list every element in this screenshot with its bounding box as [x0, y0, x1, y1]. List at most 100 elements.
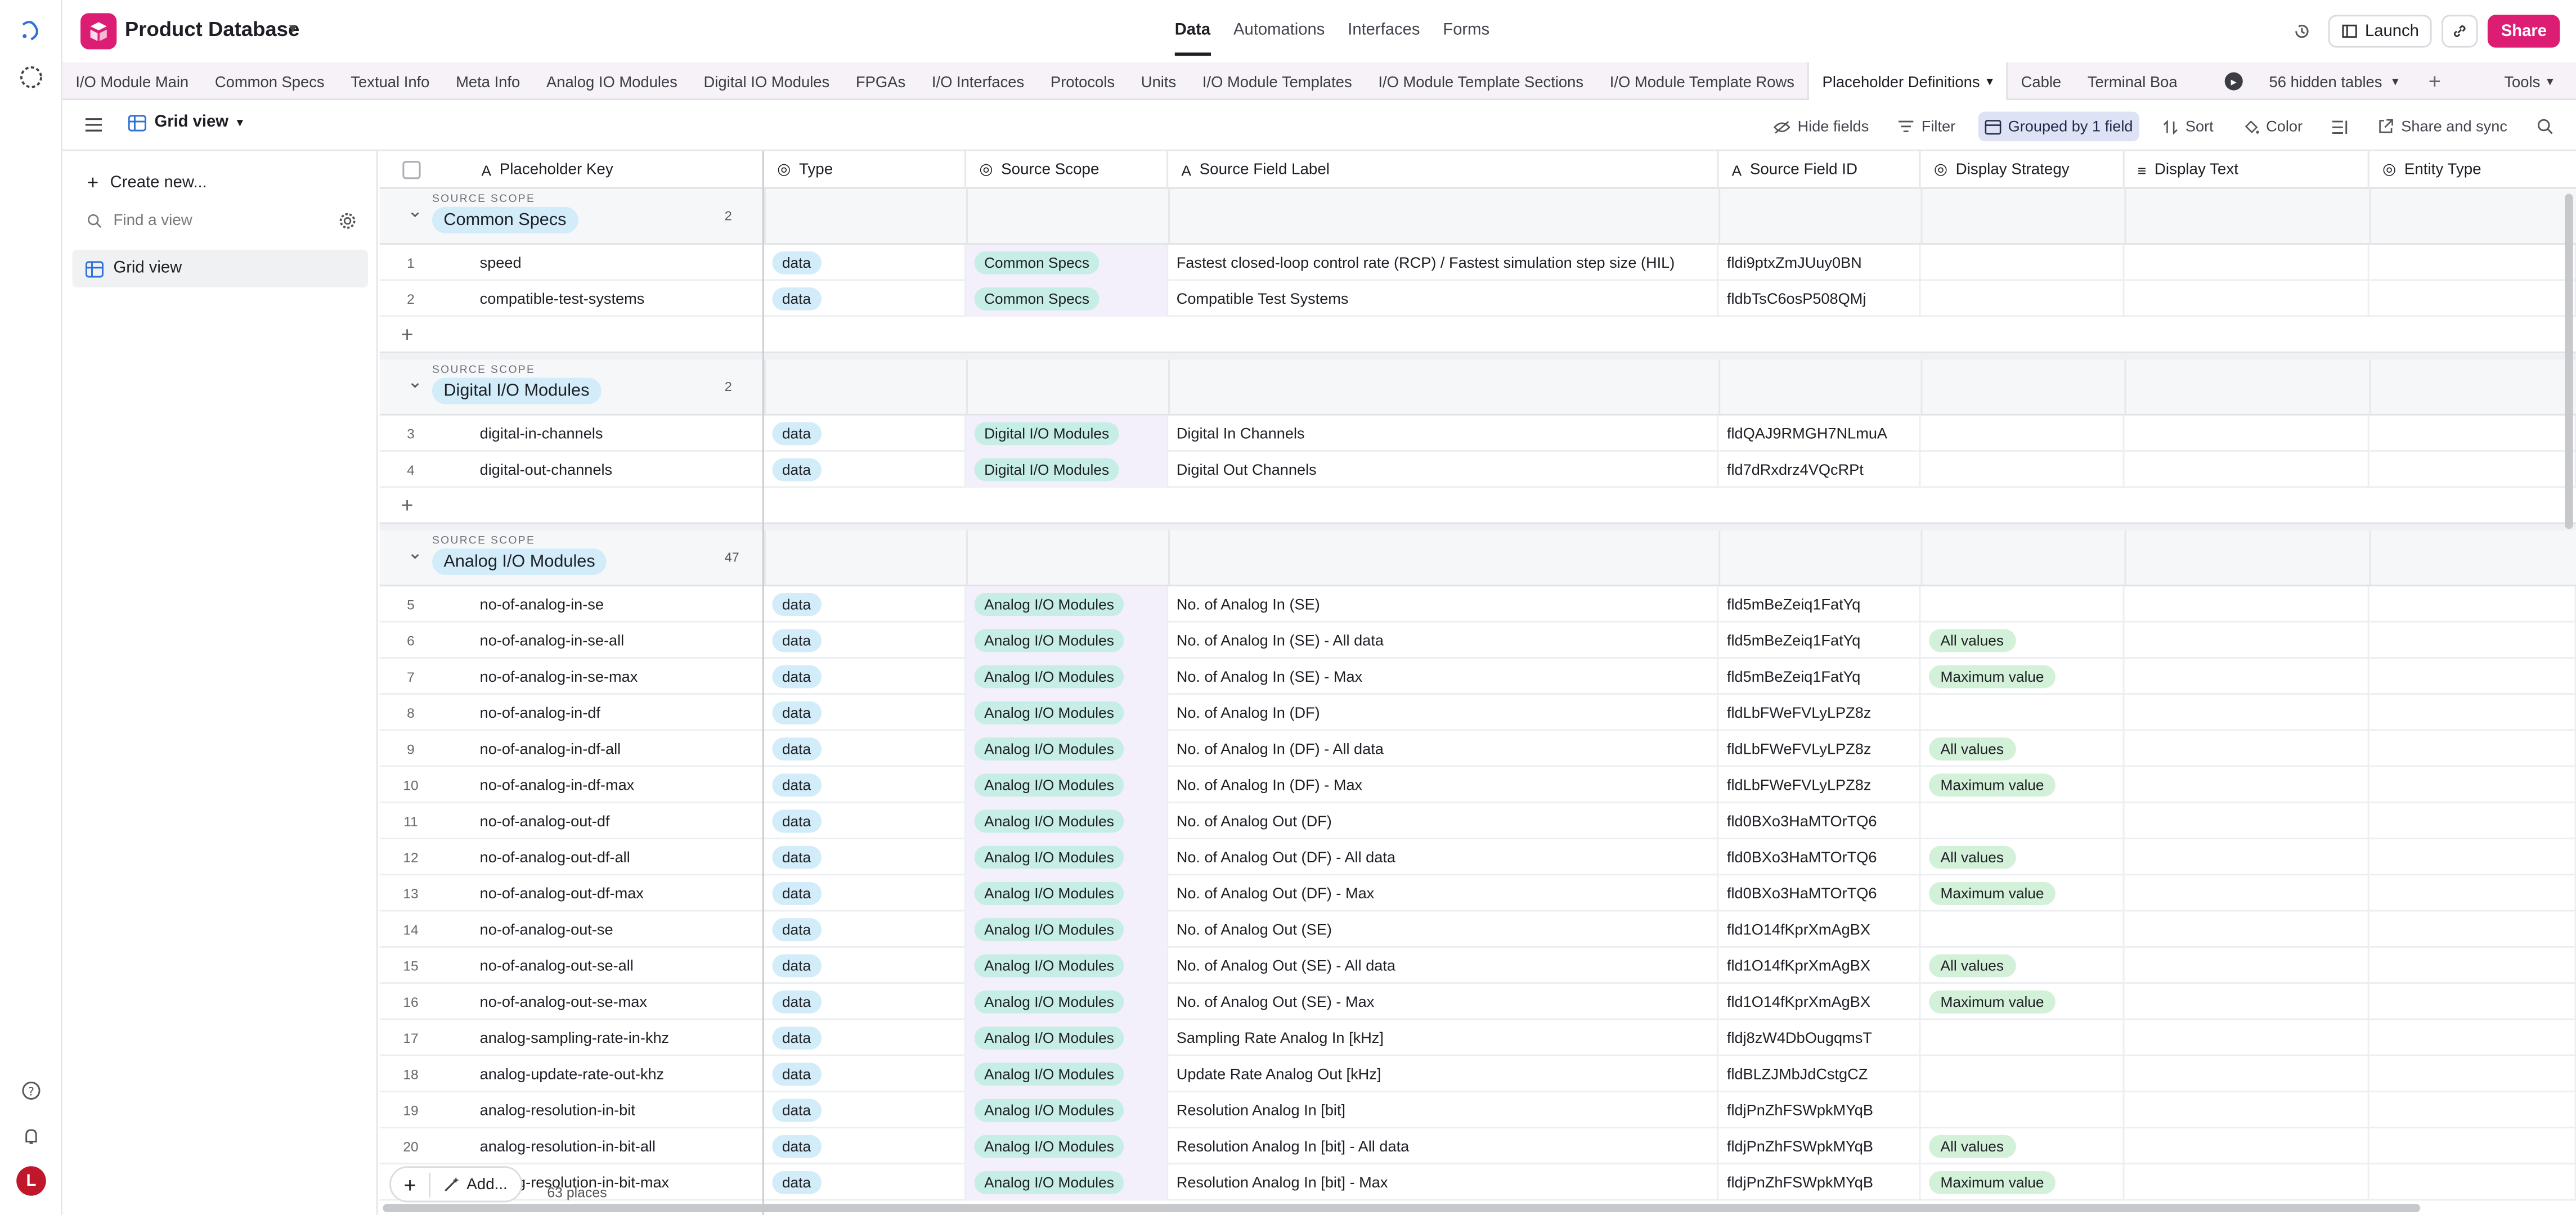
tab-io-module-main[interactable]: I/O Module Main: [75, 72, 189, 91]
cell-source-field-id[interactable]: fldLbFWeFVLyLPZ8z: [1718, 695, 1921, 731]
hide-fields-button[interactable]: Hide fields: [1766, 112, 1875, 142]
column-header-source-field-id[interactable]: A Source Field ID: [1718, 151, 1921, 189]
cell-source-field-label[interactable]: Resolution Analog In [bit] - Max: [1168, 1164, 1719, 1201]
cell-display-text[interactable]: [2125, 767, 2369, 803]
cell-placeholder-key[interactable]: no-of-analog-out-se-all: [479, 957, 634, 974]
sidebar-view-grid[interactable]: Grid view: [72, 249, 369, 287]
cell-source-field-label[interactable]: No. of Analog Out (DF) - Max: [1168, 875, 1719, 912]
cell-placeholder-key[interactable]: digital-in-channels: [479, 425, 603, 442]
table-row[interactable]: 3 digital-in-channels data Digital I/O Modu…: [379, 415, 2576, 452]
cell-source-scope[interactable]: Analog I/O Modules: [966, 803, 1169, 840]
vertical-scrollbar[interactable]: [2565, 194, 2573, 529]
scroll-right-icon[interactable]: ▸: [2224, 72, 2243, 91]
cell-source-field-id[interactable]: fldLbFWeFVLyLPZ8z: [1718, 767, 1921, 803]
cell-display-strategy[interactable]: [1920, 452, 2125, 488]
cell-entity-type[interactable]: [2369, 1164, 2576, 1201]
cell-source-field-id[interactable]: fldjPnZhFSWpkMYqB: [1718, 1128, 1921, 1165]
cell-placeholder-key[interactable]: no-of-analog-in-df-all: [479, 740, 621, 758]
table-row[interactable]: 19 analog-resolution-in-bit data Analog I/O…: [379, 1092, 2576, 1129]
add-row-button[interactable]: +: [379, 317, 2576, 353]
help-icon[interactable]: ?: [16, 1076, 46, 1106]
column-header-display-strategy[interactable]: ◎ Display Strategy: [1920, 151, 2125, 189]
base-name[interactable]: Product Database: [124, 18, 300, 41]
cell-display-strategy[interactable]: [1920, 1056, 2125, 1092]
cell-source-field-id[interactable]: fld1O14fKprXmAgBX: [1718, 984, 1921, 1020]
cell-display-strategy[interactable]: Maximum value: [1920, 1164, 2125, 1201]
cell-type[interactable]: data: [764, 1092, 966, 1129]
cell-display-strategy[interactable]: Maximum value: [1920, 658, 2125, 695]
cell-source-scope[interactable]: Digital I/O Modules: [966, 452, 1169, 488]
cell-source-field-label[interactable]: Fastest closed-loop control rate (RCP) /…: [1168, 245, 1719, 281]
tab-io-module-template-rows[interactable]: I/O Module Template Rows: [1609, 72, 1794, 91]
cell-placeholder-key[interactable]: no-of-analog-in-df-max: [479, 777, 635, 794]
cell-display-text[interactable]: [2125, 1020, 2369, 1056]
cell-display-strategy[interactable]: All values: [1920, 839, 2125, 876]
column-header-placeholder-key[interactable]: A Placeholder Key: [442, 151, 764, 189]
cell-source-field-label[interactable]: No. of Analog In (DF) - Max: [1168, 767, 1719, 803]
cell-placeholder-key[interactable]: no-of-analog-in-se-max: [479, 668, 638, 685]
cell-source-field-label[interactable]: Update Rate Analog Out [kHz]: [1168, 1056, 1719, 1092]
tab-io-module-templates[interactable]: I/O Module Templates: [1202, 72, 1352, 91]
cell-type[interactable]: data: [764, 1128, 966, 1165]
table-row[interactable]: 13 no-of-analog-out-df-max data Analog I/O …: [379, 875, 2576, 912]
cell-entity-type[interactable]: [2369, 452, 2576, 488]
horizontal-scrollbar[interactable]: [383, 1204, 2421, 1212]
cell-source-field-id[interactable]: fldi9ptxZmJUuy0BN: [1718, 245, 1921, 281]
table-row[interactable]: 8 no-of-analog-in-df data Analog I/O Module…: [379, 695, 2576, 731]
color-button[interactable]: Color: [2237, 112, 2309, 142]
nav-data[interactable]: Data: [1175, 21, 1210, 56]
cell-entity-type[interactable]: [2369, 911, 2576, 948]
cell-source-field-id[interactable]: fldQAJ9RMGH7NLmuA: [1718, 415, 1921, 452]
cell-source-field-id[interactable]: fld0BXo3HaMTOrTQ6: [1718, 875, 1921, 912]
cell-source-field-label[interactable]: No. of Analog Out (DF) - All data: [1168, 839, 1719, 876]
cell-display-strategy[interactable]: [1920, 911, 2125, 948]
cell-placeholder-key[interactable]: digital-out-channels: [479, 461, 613, 478]
cell-entity-type[interactable]: [2369, 803, 2576, 840]
cell-source-scope[interactable]: Analog I/O Modules: [966, 1056, 1169, 1092]
cell-source-field-id[interactable]: fld1O14fKprXmAgBX: [1718, 911, 1921, 948]
tab-common-specs[interactable]: Common Specs: [214, 72, 325, 91]
cell-entity-type[interactable]: [2369, 1128, 2576, 1165]
cell-display-text[interactable]: [2125, 245, 2369, 281]
cell-type[interactable]: data: [764, 767, 966, 803]
row-height-button[interactable]: [2326, 112, 2355, 142]
add-table-icon[interactable]: +: [2428, 69, 2441, 94]
cell-display-text[interactable]: [2125, 622, 2369, 659]
cell-display-text[interactable]: [2125, 1128, 2369, 1165]
hidden-tables-button[interactable]: ▸ 56 hidden tables ▾: [2224, 62, 2399, 100]
tools-menu[interactable]: Tools ▾: [2504, 62, 2553, 100]
cell-entity-type[interactable]: [2369, 245, 2576, 281]
cell-type[interactable]: data: [764, 731, 966, 767]
cell-source-field-label[interactable]: No. of Analog Out (DF): [1168, 803, 1719, 840]
cell-entity-type[interactable]: [2369, 1056, 2576, 1092]
launch-button[interactable]: Launch: [2328, 15, 2433, 48]
cell-display-text[interactable]: [2125, 731, 2369, 767]
cell-display-text[interactable]: [2125, 695, 2369, 731]
tab-analog-io-modules[interactable]: Analog IO Modules: [546, 72, 677, 91]
menu-icon[interactable]: [84, 116, 104, 133]
cell-source-scope[interactable]: Analog I/O Modules: [966, 731, 1169, 767]
nav-forms[interactable]: Forms: [1443, 21, 1490, 40]
select-all-checkbox[interactable]: [380, 151, 442, 189]
chevron-down-icon[interactable]: ⌄: [407, 543, 423, 564]
cell-source-scope[interactable]: Common Specs: [966, 281, 1169, 317]
cell-type[interactable]: data: [764, 1056, 966, 1092]
table-row[interactable]: 1 speed data Common Specs Fastest closed-loo…: [379, 245, 2576, 281]
cell-entity-type[interactable]: [2369, 947, 2576, 984]
cell-source-field-id[interactable]: fld7dRxdrz4VQcRPt: [1718, 452, 1921, 488]
cell-type[interactable]: data: [764, 984, 966, 1020]
cell-placeholder-key[interactable]: analog-resolution-in-bit: [479, 1102, 635, 1119]
column-header-entity-type[interactable]: ◎ Entity Type: [2369, 151, 2576, 189]
cell-entity-type[interactable]: [2369, 1020, 2576, 1056]
cell-display-strategy[interactable]: [1920, 695, 2125, 731]
cell-type[interactable]: data: [764, 875, 966, 912]
nav-interfaces[interactable]: Interfaces: [1348, 21, 1420, 40]
cell-type[interactable]: data: [764, 415, 966, 452]
cell-source-field-id[interactable]: fld1O14fKprXmAgBX: [1718, 947, 1921, 984]
table-row[interactable]: 20 analog-resolution-in-bit-all data Analog…: [379, 1128, 2576, 1165]
cell-source-scope[interactable]: Analog I/O Modules: [966, 875, 1169, 912]
cell-source-scope[interactable]: Analog I/O Modules: [966, 984, 1169, 1020]
cell-type[interactable]: data: [764, 947, 966, 984]
cell-source-field-id[interactable]: fld0BXo3HaMTOrTQ6: [1718, 803, 1921, 840]
cell-source-field-label[interactable]: Resolution Analog In [bit] - All data: [1168, 1128, 1719, 1165]
